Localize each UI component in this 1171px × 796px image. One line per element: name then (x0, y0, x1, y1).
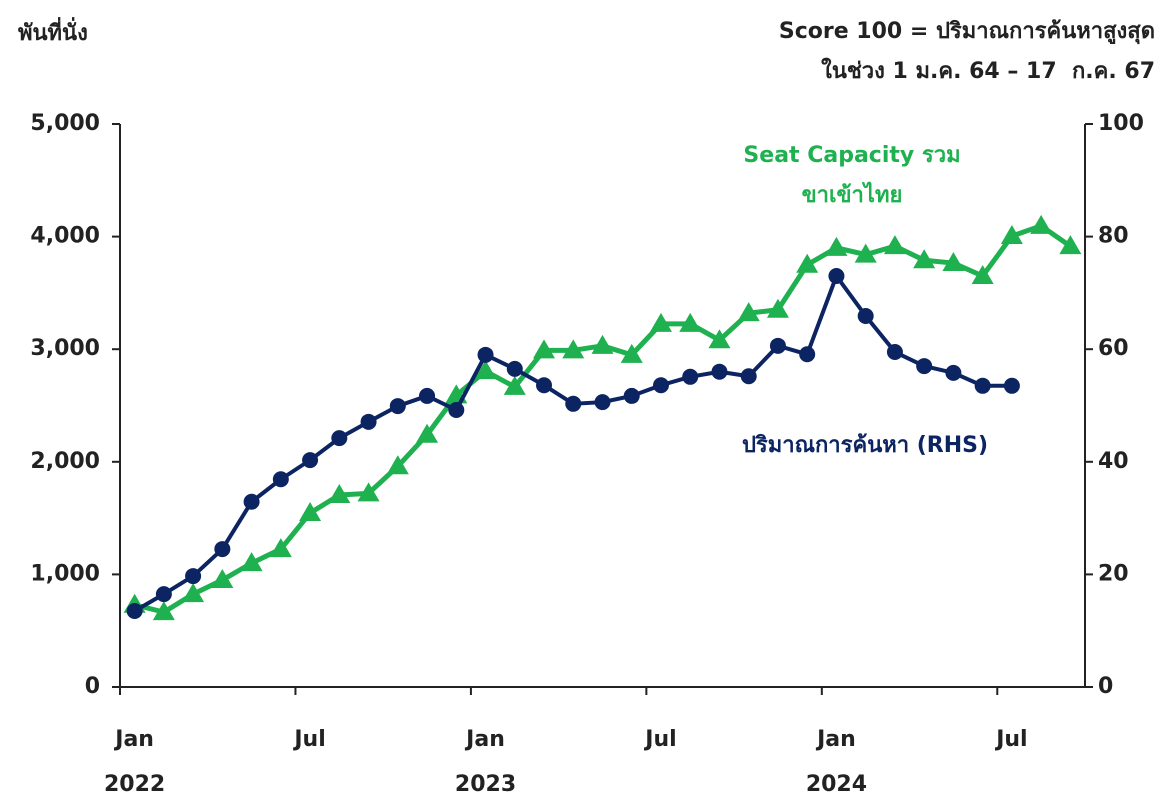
y2-tick-label: 20 (1098, 561, 1129, 586)
point (1000, 225, 1023, 245)
series-label: Seat Capacity รวม (743, 143, 960, 168)
point (155, 586, 172, 603)
point (389, 398, 406, 415)
left-axis-label: พันที่นั่ง (18, 16, 88, 46)
title-line: Score 100 = ปริมาณการค้นหาสูงสุด (779, 19, 1155, 45)
y2-tick-label: 40 (1098, 449, 1129, 474)
point (828, 268, 845, 285)
point (854, 243, 877, 263)
point (243, 493, 260, 510)
title-line: ในช่วง 1 ม.ค. 64 – 17 ก.ค. 67 (821, 57, 1155, 84)
y-tick-label: 5,000 (30, 111, 100, 136)
point (1059, 235, 1082, 255)
point (211, 569, 234, 589)
point (825, 236, 848, 256)
point (419, 387, 436, 404)
y-tick-label: 1,000 (30, 561, 100, 586)
point (1030, 214, 1053, 234)
point (591, 334, 614, 354)
point (942, 252, 965, 272)
point (711, 363, 728, 380)
point (448, 402, 465, 419)
series-label: ปริมาณการค้นหา (RHS) (742, 433, 988, 458)
point (740, 368, 757, 385)
x-year-label: 2022 (104, 772, 165, 796)
point (913, 249, 936, 269)
point (565, 395, 582, 412)
point (416, 423, 439, 443)
point (536, 377, 553, 394)
y-tick-label: 0 (85, 674, 100, 699)
point (799, 346, 816, 363)
y2-tick-label: 60 (1098, 336, 1129, 361)
point (328, 484, 351, 504)
point (302, 452, 319, 469)
series-label: ขาเข้าไทย (802, 181, 903, 208)
point (240, 552, 263, 572)
point (506, 360, 523, 377)
point (623, 387, 640, 404)
x-year-label: 2023 (455, 772, 516, 796)
point (916, 358, 933, 375)
point (474, 360, 497, 380)
point (214, 541, 231, 558)
point (386, 455, 409, 475)
point (971, 265, 994, 285)
point (796, 253, 819, 273)
point (533, 339, 556, 359)
point (737, 302, 760, 322)
point (503, 375, 526, 395)
point (152, 601, 175, 621)
point (857, 307, 874, 324)
point (883, 235, 906, 255)
point (974, 377, 991, 394)
x-tick-label: Jan (113, 727, 154, 752)
point (708, 329, 731, 349)
point (331, 430, 348, 447)
y2-tick-label: 100 (1098, 111, 1144, 136)
point (594, 394, 611, 411)
point (185, 568, 202, 585)
y-tick-label: 4,000 (30, 224, 100, 249)
x-tick-label: Jul (643, 727, 676, 752)
x-tick-label: Jan (464, 727, 505, 752)
point (679, 312, 702, 332)
point (360, 413, 377, 430)
point (269, 538, 292, 558)
point (886, 344, 903, 361)
point (272, 471, 289, 488)
y-tick-label: 3,000 (30, 336, 100, 361)
point (945, 364, 962, 381)
point (182, 583, 205, 603)
point (769, 337, 786, 354)
x-year-label: 2024 (806, 772, 867, 796)
point (620, 343, 643, 363)
point (299, 502, 322, 522)
x-tick-label: Jan (815, 727, 856, 752)
point (766, 298, 789, 318)
x-tick-label: Jul (292, 727, 325, 752)
x-tick-label: Jul (994, 727, 1027, 752)
point (652, 377, 669, 394)
point (126, 602, 143, 619)
point (357, 482, 380, 502)
y-tick-label: 2,000 (30, 449, 100, 474)
point (1003, 377, 1020, 394)
point (562, 339, 585, 359)
y2-tick-label: 80 (1098, 224, 1129, 249)
point (477, 346, 494, 363)
point (649, 312, 672, 332)
y2-tick-label: 0 (1098, 674, 1113, 699)
point (682, 368, 699, 385)
